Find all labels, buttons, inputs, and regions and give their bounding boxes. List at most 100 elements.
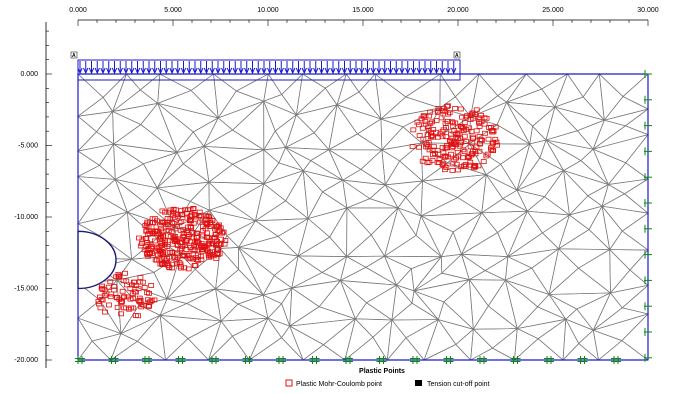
load-arrow-head — [123, 67, 129, 75]
mesh-element — [563, 169, 589, 216]
mesh-element — [113, 143, 178, 165]
plastic-point — [148, 283, 155, 288]
load-arrow-head — [175, 67, 181, 75]
load-arrow-head — [387, 67, 394, 75]
bottom-fixity — [410, 356, 420, 364]
mesh-element — [597, 340, 650, 361]
mesh-element — [539, 139, 565, 172]
plot-title: Plastic Points — [359, 368, 405, 375]
bottom-fixity — [175, 356, 186, 364]
plastic-point — [434, 160, 441, 165]
plastic-point — [483, 153, 490, 159]
plastic-point — [192, 263, 199, 268]
mesh-element — [77, 175, 99, 225]
mesh-element — [328, 104, 358, 151]
mesh-element — [603, 96, 649, 121]
load-arrow-head — [140, 67, 146, 75]
bottom-fixity — [309, 356, 320, 364]
mesh-element — [248, 317, 283, 361]
bottom-fixity — [577, 356, 588, 364]
plastic-point — [148, 224, 155, 230]
plastic-point — [448, 151, 454, 157]
y-tick-label: -15.000 — [14, 286, 38, 293]
mesh-element — [537, 318, 567, 361]
plastic-point — [451, 139, 458, 145]
plastic-point — [130, 296, 136, 301]
mesh-element — [515, 169, 565, 198]
plastic-point — [161, 220, 168, 225]
mesh-element — [289, 287, 320, 327]
plastic-point — [424, 144, 431, 150]
mesh-element — [379, 96, 441, 120]
plastic-point — [470, 165, 477, 171]
plastic-point — [219, 230, 225, 236]
mesh-element — [156, 163, 210, 189]
plastic-point — [436, 156, 443, 161]
mesh-element — [346, 198, 399, 209]
mesh-element — [237, 220, 279, 248]
mesh-element — [97, 178, 129, 214]
plastic-point — [218, 236, 225, 242]
mesh-element — [472, 328, 519, 349]
mesh-element — [159, 298, 188, 317]
plastic-point — [428, 130, 435, 136]
load-arrow-head — [318, 67, 325, 75]
mesh-element — [295, 73, 326, 116]
mesh-element — [307, 191, 348, 220]
plastic-point — [429, 119, 436, 125]
plastic-point — [122, 305, 129, 311]
plastic-point — [156, 245, 163, 251]
plastic-point — [107, 279, 114, 285]
load-arrow-head — [278, 67, 284, 75]
plastic-point — [170, 220, 177, 226]
mesh-element — [289, 306, 356, 327]
plastic-point — [476, 148, 483, 154]
plastic-point — [449, 168, 456, 173]
mesh-element — [296, 236, 348, 257]
plastic-point — [212, 226, 218, 232]
mesh-element — [76, 131, 115, 152]
load-label-end: A — [455, 53, 459, 59]
mesh-element — [77, 176, 117, 196]
mesh-element — [582, 73, 605, 122]
load-arrow-head — [129, 67, 135, 75]
plastic-point — [428, 133, 435, 138]
plastic-point — [140, 302, 147, 308]
plastic-point — [186, 256, 193, 262]
plastic-point — [449, 119, 455, 125]
load-arrow-head — [255, 67, 261, 75]
plastic-point — [460, 163, 467, 169]
mesh-element — [109, 340, 167, 361]
mesh-element — [516, 306, 567, 330]
boundary-fixities — [75, 70, 652, 364]
plastic-point — [493, 139, 500, 145]
mesh-element — [601, 184, 626, 207]
mesh-element — [214, 268, 265, 296]
mesh-element — [365, 255, 398, 286]
load-arrow-head — [88, 67, 95, 75]
load-arrow-head — [111, 67, 118, 75]
plastic-point — [162, 209, 169, 215]
mesh-element — [297, 217, 331, 257]
mesh-element — [284, 114, 315, 149]
plastic-point — [146, 299, 153, 305]
mesh-element — [412, 279, 471, 303]
mesh-element — [96, 110, 114, 145]
plastic-point — [111, 287, 118, 293]
mesh-element — [437, 318, 475, 345]
right-fixity — [644, 224, 652, 233]
mesh-element — [336, 73, 360, 106]
mesh-element — [213, 73, 237, 119]
plastic-point — [163, 228, 170, 234]
mesh-element — [460, 253, 486, 281]
mesh-element — [491, 327, 518, 361]
mesh-element — [116, 279, 140, 335]
mesh-element — [468, 279, 507, 307]
plastic-point — [465, 153, 472, 159]
load-arrow-head — [180, 67, 187, 75]
mesh-element — [557, 248, 611, 269]
mesh-element — [232, 100, 265, 151]
mesh-element — [526, 210, 571, 234]
plastic-point — [429, 152, 436, 158]
mesh-element — [266, 317, 291, 339]
